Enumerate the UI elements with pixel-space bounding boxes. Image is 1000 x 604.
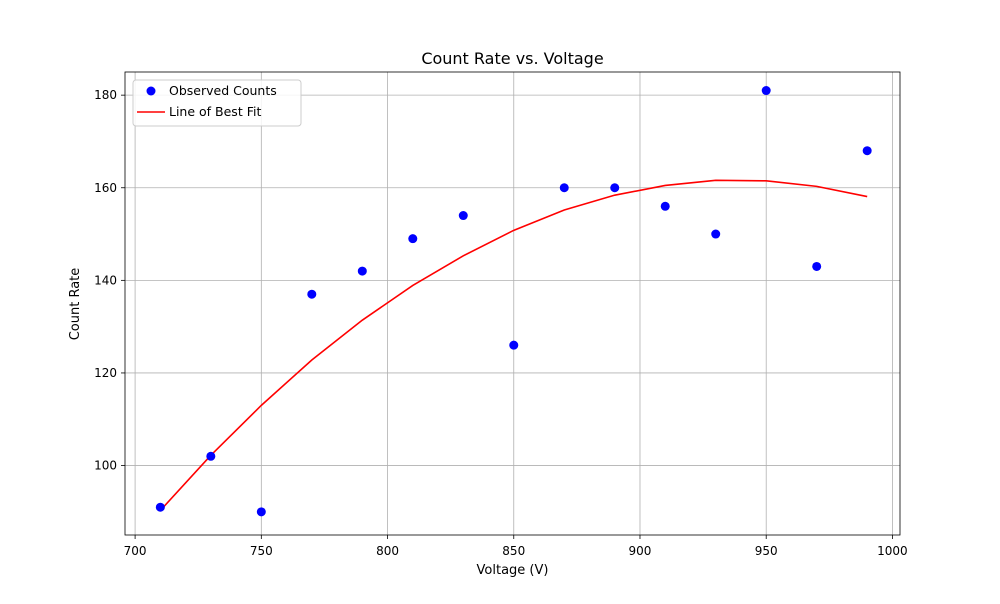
data-point: [357, 266, 367, 276]
data-point: [610, 183, 620, 193]
x-tick-label: 750: [250, 544, 273, 558]
y-tick-label: 140: [94, 273, 117, 287]
axes: 700 750 800 850 900 950 1000 100 120 140 160 180: [94, 71, 908, 558]
data-point: [862, 146, 872, 156]
x-tick-label: 700: [124, 544, 147, 558]
grid-lines: [125, 72, 900, 535]
legend-box: [132, 79, 302, 127]
data-point: [206, 451, 216, 461]
best-fit-line: [159, 179, 868, 512]
data-point: [660, 201, 670, 211]
x-tick-label: 900: [629, 544, 652, 558]
legend-label-observed: Observed Counts: [169, 83, 277, 98]
x-tick-label: 950: [755, 544, 778, 558]
data-point: [155, 502, 165, 512]
data-point: [812, 261, 822, 271]
plot-frame: [124, 71, 901, 536]
y-tick-label: 120: [94, 366, 117, 380]
plot-area: [155, 86, 872, 517]
legend-label-fit: Line of Best Fit: [169, 104, 261, 119]
data-point: [408, 234, 418, 244]
y-tick-label: 180: [94, 88, 117, 102]
data-point: [509, 340, 519, 350]
x-axis-label: Voltage (V): [477, 563, 549, 578]
chart-title: Count Rate vs. Voltage: [421, 49, 603, 68]
x-tick-label: 850: [502, 544, 525, 558]
y-axis-label: Count Rate: [68, 268, 83, 341]
y-tick-label: 160: [94, 181, 117, 195]
data-point: [307, 289, 317, 299]
legend-marker-observed: [146, 86, 156, 96]
x-tick-label: 1000: [877, 544, 908, 558]
legend: Observed Counts Line of Best Fit: [132, 79, 302, 127]
y-tick-label: 100: [94, 459, 117, 473]
data-point: [559, 183, 569, 193]
data-point: [256, 507, 266, 517]
data-point: [761, 86, 771, 96]
data-point: [711, 229, 721, 239]
data-point: [458, 211, 468, 221]
x-tick-label: 800: [376, 544, 399, 558]
